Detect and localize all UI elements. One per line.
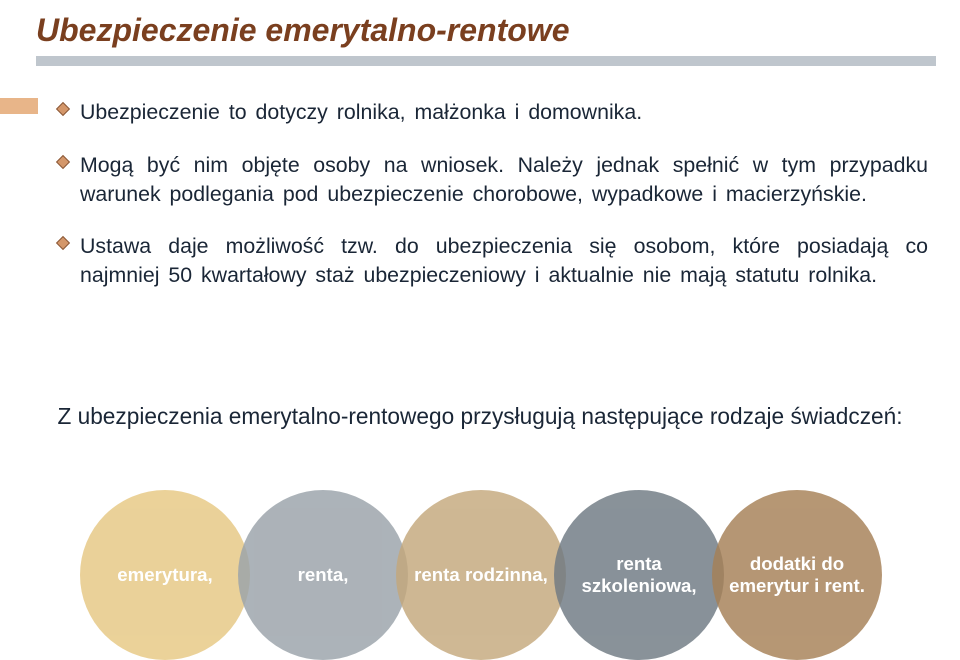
venn-label: renta szkoleniowa,	[566, 553, 712, 598]
diamond-icon	[56, 102, 70, 116]
diamond-icon	[56, 236, 70, 250]
venn-label: renta,	[298, 564, 349, 586]
bullet-text: Ustawa daje możliwość tzw. do ubezpiecze…	[80, 234, 928, 287]
bullet-list: Ubezpieczenie to dotyczy rolnika, małżon…	[58, 98, 928, 314]
venn-circle: renta rodzinna,	[396, 490, 566, 660]
bullet-text: Mogą być nim objęte osoby na wniosek. Na…	[80, 153, 928, 206]
bullet-item: Mogą być nim objęte osoby na wniosek. Na…	[58, 151, 928, 209]
bullet-item: Ustawa daje możliwość tzw. do ubezpiecze…	[58, 232, 928, 290]
venn-circle: dodatki do emerytur i rent.	[712, 490, 882, 660]
venn-label: emerytura,	[117, 564, 212, 586]
slide: Ubezpieczenie emerytalno-rentowe Ubezpie…	[0, 0, 960, 656]
venn-circle: renta,	[238, 490, 408, 660]
venn-circle: emerytura,	[80, 490, 250, 660]
venn-circle: renta szkoleniowa,	[554, 490, 724, 660]
accent-block	[0, 98, 38, 114]
summary-text: Z ubezpieczenia emerytalno-rentowego prz…	[0, 402, 960, 431]
bullet-text: Ubezpieczenie to dotyczy rolnika, małżon…	[80, 100, 642, 124]
venn-label: renta rodzinna,	[414, 564, 548, 586]
bullet-item: Ubezpieczenie to dotyczy rolnika, małżon…	[58, 98, 928, 127]
page-title: Ubezpieczenie emerytalno-rentowe	[36, 12, 569, 49]
venn-diagram: emerytura, renta, renta rodzinna, renta …	[80, 490, 880, 650]
diamond-icon	[56, 155, 70, 169]
venn-label: dodatki do emerytur i rent.	[724, 553, 870, 598]
title-underline	[36, 56, 936, 66]
